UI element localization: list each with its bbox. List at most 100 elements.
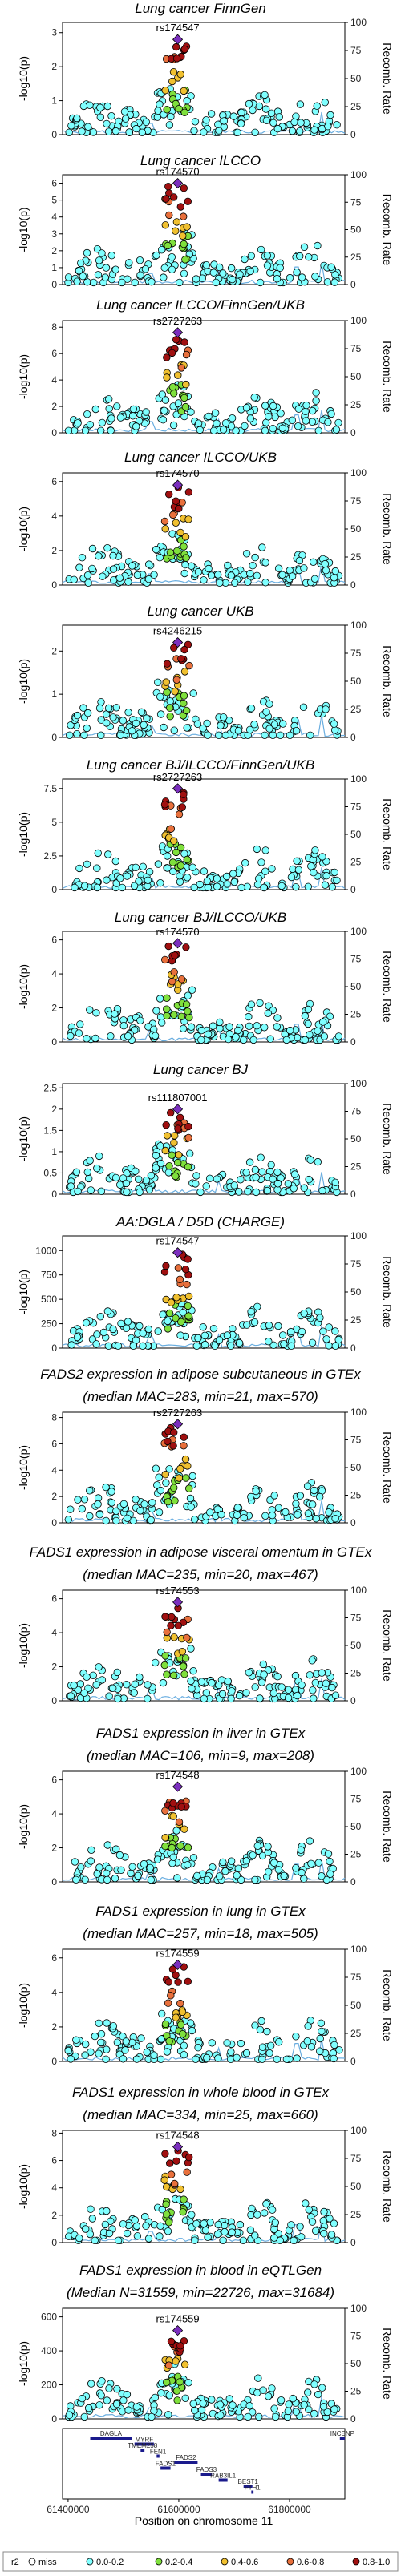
snp-point	[132, 1167, 140, 1175]
right-axis-label: Recomb. Rate	[381, 2328, 394, 2400]
legend-item-label: 0.4-0.6	[231, 2558, 258, 2567]
snp-point	[233, 2053, 241, 2062]
snp-point	[224, 1677, 233, 1686]
right-tick-label: 50	[350, 2000, 362, 2011]
snp-point-ld	[169, 193, 178, 201]
snp-point	[331, 1327, 339, 1335]
snp-point	[87, 1857, 95, 1865]
y-tick-label: 6	[51, 178, 57, 189]
snp-point	[94, 849, 103, 858]
snp-point	[136, 1322, 144, 1330]
y-tick-label: 0	[51, 1189, 57, 1200]
snp-point-ld	[184, 1163, 192, 1171]
snp-point	[232, 1032, 240, 1041]
snp-point	[325, 1342, 333, 1350]
snp-point	[286, 731, 294, 740]
snp-point-ld	[172, 55, 181, 63]
snp-point	[273, 2055, 282, 2064]
snp-point	[304, 882, 313, 891]
right-tick-label: 0	[350, 884, 356, 895]
gene-track-frame	[62, 2428, 346, 2500]
snp-point	[310, 1694, 318, 1702]
snp-point	[304, 1005, 313, 1014]
snp-point	[123, 1188, 131, 1197]
snp-point-ld	[176, 2021, 185, 2029]
snp-point-ld	[184, 1122, 192, 1131]
lead-snp-marker	[172, 1247, 184, 1258]
snp-point	[163, 852, 172, 860]
right-tick-label: 25	[350, 2028, 362, 2039]
y-tick-label: 0	[51, 884, 57, 895]
snp-point	[194, 419, 203, 427]
snp-point	[65, 128, 73, 137]
snp-point-ld	[169, 1442, 177, 1450]
panel-10: FADS2 expression in adipose subcutaneous…	[17, 1367, 394, 1528]
snp-point	[159, 416, 168, 424]
snp-point	[170, 726, 179, 734]
snp-point	[240, 1513, 249, 1522]
snp-point	[216, 1018, 224, 1027]
snp-point	[324, 122, 332, 131]
y-tick-label: 2	[51, 545, 57, 556]
gene-bar	[200, 2473, 213, 2476]
y-tick-label: 0	[51, 2237, 57, 2248]
snp-point-ld	[162, 1120, 170, 1129]
snp-point	[147, 1516, 156, 1524]
snp-point-ld	[175, 504, 183, 513]
snp-point-ld	[183, 855, 192, 864]
snp-point	[219, 426, 228, 434]
snp-point	[277, 2396, 286, 2404]
snp-point	[269, 731, 277, 740]
snp-point	[235, 1188, 243, 1196]
snp-point	[236, 270, 244, 278]
snp-point-ld	[180, 2360, 189, 2368]
snp-point-ld	[161, 221, 170, 229]
snp-point	[261, 2209, 269, 2217]
snp-point	[124, 578, 132, 586]
snp-point-ld	[172, 2013, 180, 2021]
y-axis-label: -log10(p)	[17, 354, 30, 399]
snp-point	[181, 560, 189, 569]
snp-point	[330, 2041, 338, 2049]
snp-point	[200, 1340, 209, 1349]
snp-point	[160, 723, 168, 732]
snp-point	[317, 2019, 326, 2028]
snp-point	[258, 1168, 266, 1176]
snp-point	[287, 1342, 295, 1351]
snp-point	[296, 1492, 305, 1500]
snp-point	[328, 1683, 336, 1692]
snp-point	[242, 1689, 250, 1697]
snp-point	[297, 1846, 306, 1854]
snp-point-ld	[165, 2159, 174, 2167]
snp-point	[265, 700, 273, 709]
snp-point	[265, 1337, 273, 1346]
snp-point	[314, 1027, 322, 1035]
snp-point	[262, 116, 271, 125]
snp-point	[154, 860, 163, 868]
right-tick-label: 0	[350, 732, 356, 743]
snp-point-ld	[182, 706, 191, 715]
snp-point	[207, 571, 216, 579]
snp-point	[78, 554, 87, 562]
snp-point	[132, 863, 140, 872]
snp-point-ld	[180, 1670, 188, 1678]
snp-point	[262, 2199, 270, 2208]
snp-point	[310, 2380, 318, 2388]
snp-point	[73, 114, 81, 123]
right-tick-label: 25	[350, 101, 362, 112]
snp-point	[259, 1660, 268, 1669]
lead-snp-label: rs2727263	[153, 771, 202, 783]
right-tick-label: 75	[350, 2153, 362, 2164]
snp-point	[203, 877, 211, 886]
snp-point	[168, 253, 176, 261]
snp-point-ld	[163, 994, 171, 1003]
snp-point	[247, 705, 256, 713]
snp-point	[159, 1310, 167, 1318]
right-tick-label: 75	[350, 196, 362, 208]
snp-point	[105, 2384, 113, 2392]
snp-point-ld	[180, 87, 188, 95]
snp-point	[200, 867, 209, 875]
snp-point	[278, 571, 286, 579]
snp-point	[97, 2391, 105, 2400]
panel-11: FADS1 expression in adipose visceral ome…	[17, 1544, 394, 1706]
